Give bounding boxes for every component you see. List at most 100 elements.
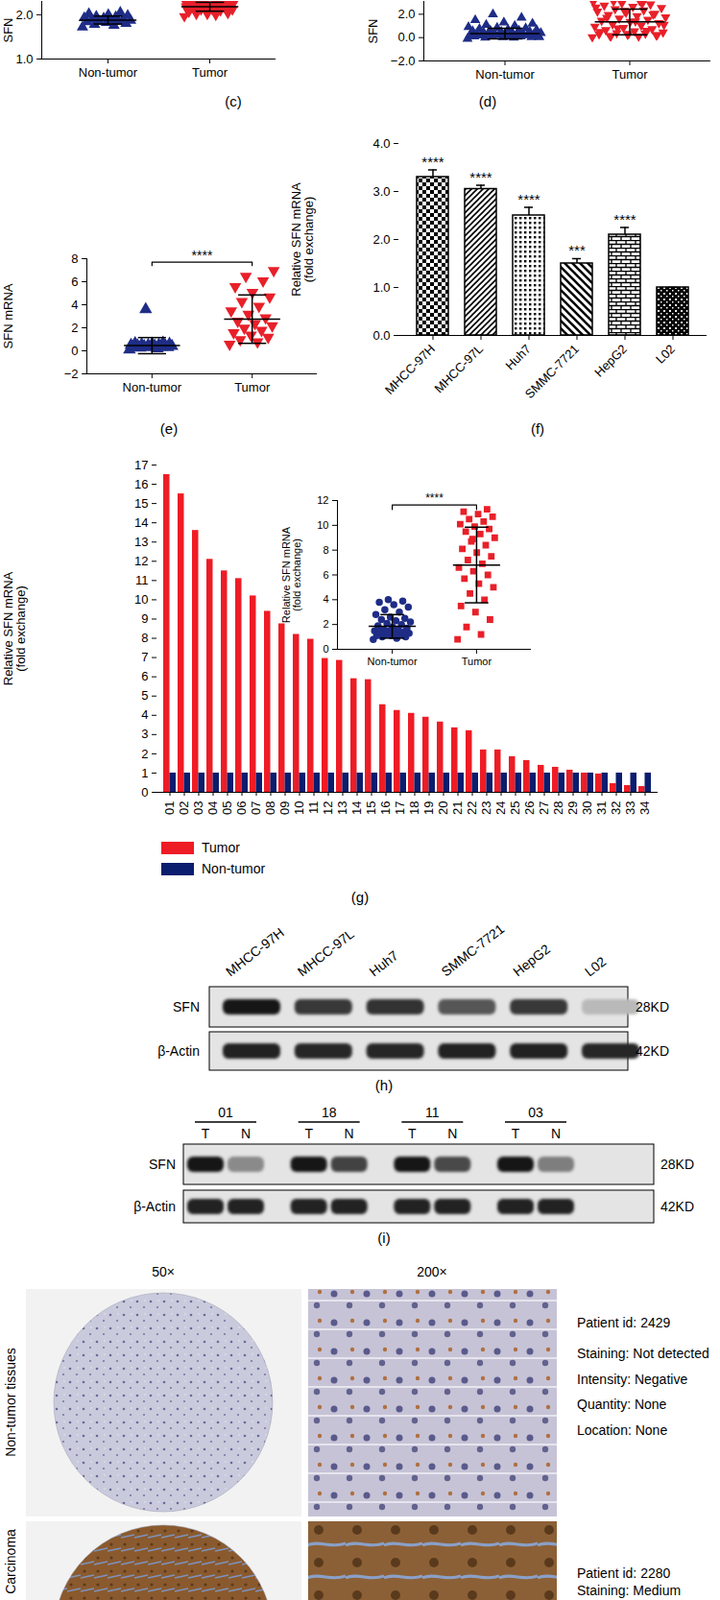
svg-text:18: 18 (321, 1104, 337, 1121)
svg-text:11: 11 (306, 801, 321, 816)
svg-text:42KD: 42KD (660, 1199, 695, 1215)
svg-text:MHCC-97H: MHCC-97H (222, 924, 288, 980)
svg-text:42KD: 42KD (635, 1043, 670, 1059)
svg-text:Tumor: Tumor (461, 655, 493, 668)
svg-text:05: 05 (219, 801, 235, 816)
svg-text:3.0: 3.0 (372, 184, 390, 199)
svg-text:8: 8 (71, 251, 78, 266)
svg-text:Relative SFN mRNA(fold exchang: Relative SFN mRNA(fold exchange) (0, 571, 28, 686)
svg-text:2: 2 (71, 320, 78, 336)
svg-text:30: 30 (579, 801, 595, 816)
svg-text:N: N (551, 1126, 561, 1142)
svg-text:Non-tumor: Non-tumor (367, 655, 418, 668)
svg-text:0: 0 (322, 643, 329, 655)
svg-text:1.0: 1.0 (372, 280, 390, 295)
svg-text:L02: L02 (652, 341, 678, 367)
svg-text:3: 3 (141, 726, 148, 742)
svg-text:HepG2: HepG2 (509, 940, 553, 980)
svg-text:T: T (511, 1126, 521, 1142)
svg-text:Tumor: Tumor (192, 65, 229, 80)
svg-text:15: 15 (134, 496, 148, 511)
svg-text:10: 10 (134, 592, 148, 607)
svg-text:SFN: SFN (365, 19, 381, 45)
svg-text:Intensity: Negative: Intensity: Negative (576, 1371, 688, 1388)
svg-text:−2: −2 (64, 366, 79, 382)
svg-text:SFN mRNA: SFN mRNA (0, 283, 16, 349)
svg-text:Patient id: 2280: Patient id: 2280 (576, 1565, 672, 1582)
svg-text:MHCC-97L: MHCC-97L (294, 926, 358, 981)
svg-text:10: 10 (316, 519, 329, 531)
svg-text:0.0: 0.0 (397, 29, 415, 45)
svg-text:***: *** (568, 241, 586, 259)
svg-text:29: 29 (565, 801, 580, 816)
svg-text:Staining: Medium: Staining: Medium (576, 1583, 681, 1599)
svg-text:01: 01 (217, 1104, 234, 1121)
svg-text:12: 12 (134, 553, 148, 569)
svg-text:N: N (240, 1126, 251, 1142)
svg-text:12: 12 (316, 494, 329, 506)
svg-text:15: 15 (363, 801, 379, 816)
svg-text:Quantity: None: Quantity: None (576, 1396, 668, 1413)
svg-text:03: 03 (191, 801, 206, 816)
svg-text:1: 1 (141, 766, 148, 781)
svg-text:02: 02 (176, 801, 192, 816)
svg-text:T: T (304, 1126, 313, 1142)
svg-text:Staining: Not detected: Staining: Not detected (576, 1345, 710, 1362)
svg-text:9: 9 (141, 611, 148, 626)
svg-text:8: 8 (322, 544, 329, 556)
svg-text:SFN: SFN (0, 18, 16, 44)
svg-text:5: 5 (141, 688, 148, 703)
svg-text:2.0: 2.0 (372, 232, 390, 247)
svg-text:Tumor: Tumor (611, 67, 648, 82)
svg-text:04: 04 (205, 801, 220, 816)
svg-text:T: T (201, 1126, 211, 1142)
svg-text:SFN: SFN (148, 1156, 176, 1173)
svg-text:T: T (408, 1126, 417, 1142)
svg-text:MHCC-97L: MHCC-97L (431, 341, 486, 397)
svg-text:2.0: 2.0 (15, 7, 33, 23)
svg-text:09: 09 (277, 801, 292, 816)
svg-text:27: 27 (536, 801, 552, 816)
svg-text:1.0: 1.0 (15, 51, 33, 67)
svg-text:β-Actin: β-Actin (157, 1043, 200, 1059)
svg-text:16: 16 (134, 477, 148, 492)
svg-text:Huh7: Huh7 (502, 341, 534, 374)
svg-text:Carcinoma: Carcinoma (2, 1529, 19, 1595)
svg-text:21: 21 (450, 801, 465, 816)
svg-text:β-Actin: β-Actin (133, 1199, 176, 1215)
svg-text:28KD: 28KD (660, 1156, 695, 1173)
svg-text:2: 2 (141, 746, 148, 762)
svg-text:Location: None: Location: None (576, 1422, 668, 1439)
svg-text:19: 19 (421, 801, 436, 816)
svg-text:Non-tumor: Non-tumor (122, 380, 183, 395)
svg-text:****: **** (425, 491, 444, 505)
svg-text:N: N (344, 1126, 355, 1142)
svg-text:32: 32 (608, 801, 624, 816)
svg-text:22: 22 (464, 801, 480, 816)
svg-text:14: 14 (349, 801, 364, 816)
svg-text:01: 01 (162, 801, 177, 816)
svg-text:****: **** (613, 211, 637, 228)
svg-text:SFN: SFN (172, 999, 200, 1015)
svg-text:N: N (447, 1126, 457, 1142)
svg-text:14: 14 (134, 515, 148, 530)
svg-text:12: 12 (320, 801, 336, 816)
svg-text:28KD: 28KD (635, 999, 670, 1015)
svg-text:16: 16 (378, 801, 393, 816)
svg-text:26: 26 (522, 801, 537, 816)
svg-text:13: 13 (335, 801, 350, 816)
svg-text:11: 11 (135, 573, 149, 588)
svg-text:Non-tumor: Non-tumor (78, 65, 139, 80)
svg-text:Non-tumor tissues: Non-tumor tissues (2, 1347, 19, 1458)
svg-text:13: 13 (134, 534, 148, 550)
svg-text:33: 33 (623, 801, 638, 816)
svg-text:4: 4 (71, 297, 78, 312)
svg-text:Huh7: Huh7 (366, 947, 402, 980)
svg-text:18: 18 (407, 801, 422, 816)
svg-text:Relative SFN mRNA(fold exchang: Relative SFN mRNA(fold exchange) (288, 182, 316, 297)
svg-text:SMMC-7721: SMMC-7721 (522, 341, 582, 402)
svg-text:50×: 50× (151, 1264, 175, 1280)
svg-text:6: 6 (322, 569, 329, 581)
svg-text:28: 28 (551, 801, 566, 816)
svg-text:Patient id: 2429: Patient id: 2429 (576, 1315, 672, 1331)
